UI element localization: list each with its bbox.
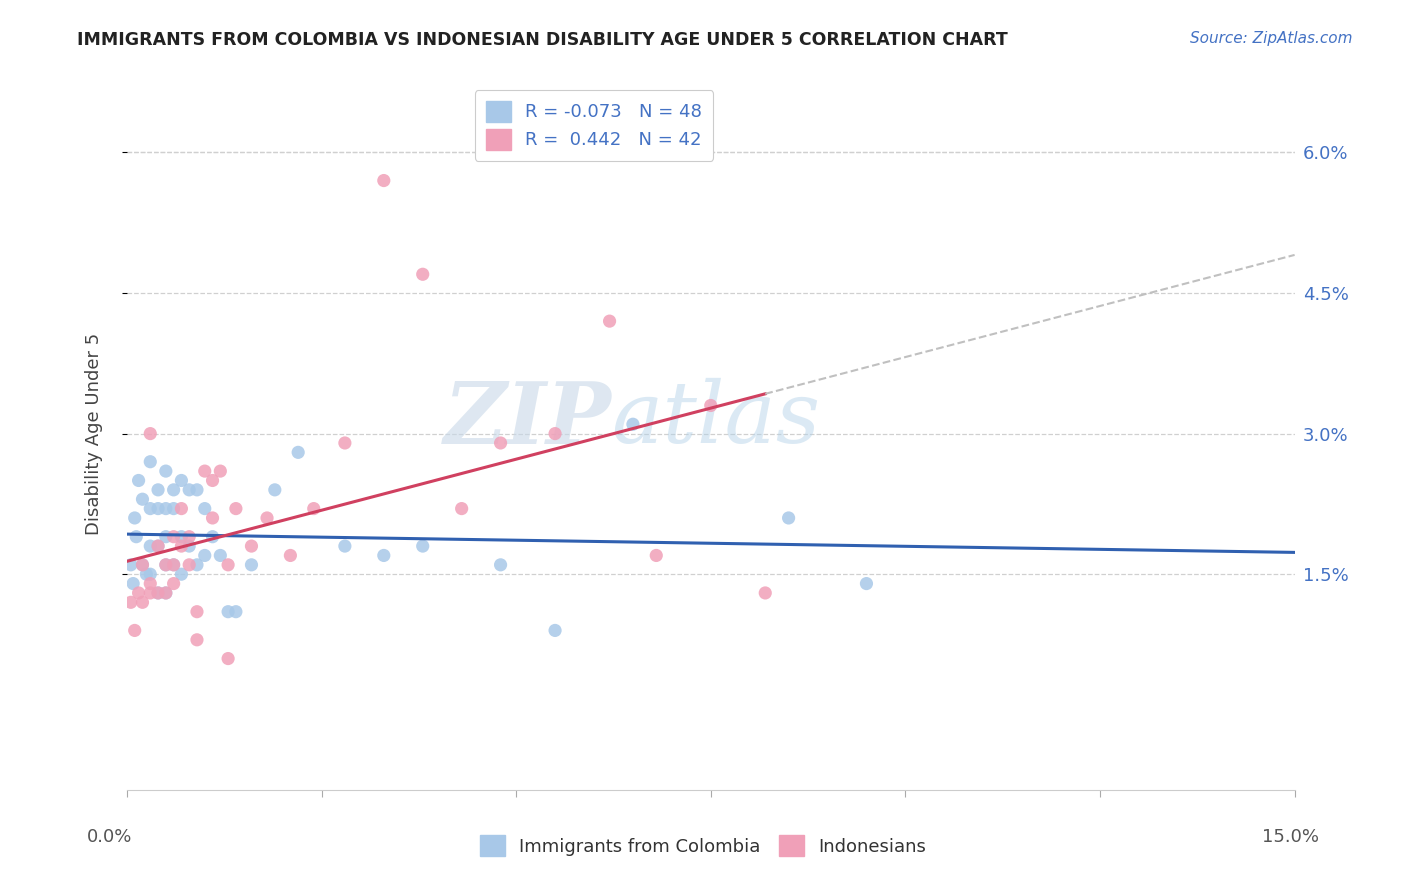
Point bbox=[155, 464, 177, 478]
Point bbox=[201, 474, 224, 488]
Point bbox=[162, 530, 184, 544]
Point bbox=[128, 586, 150, 600]
Text: 15.0%: 15.0% bbox=[1261, 828, 1319, 846]
Point bbox=[544, 426, 567, 441]
Point bbox=[778, 511, 800, 525]
Point bbox=[373, 173, 395, 187]
Point bbox=[139, 501, 162, 516]
Point bbox=[186, 632, 208, 647]
Point bbox=[139, 455, 162, 469]
Point bbox=[373, 549, 395, 563]
Point bbox=[700, 399, 723, 413]
Point bbox=[179, 539, 201, 553]
Point bbox=[217, 651, 239, 665]
Point bbox=[263, 483, 285, 497]
Point bbox=[333, 436, 356, 450]
Point bbox=[124, 624, 146, 638]
Text: ZIP: ZIP bbox=[444, 377, 612, 461]
Point bbox=[179, 530, 201, 544]
Point bbox=[170, 474, 193, 488]
Point bbox=[146, 483, 169, 497]
Point bbox=[139, 576, 162, 591]
Point bbox=[855, 576, 877, 591]
Point bbox=[162, 483, 184, 497]
Point bbox=[186, 483, 208, 497]
Point bbox=[162, 558, 184, 572]
Point bbox=[162, 576, 184, 591]
Point bbox=[333, 539, 356, 553]
Point bbox=[139, 426, 162, 441]
Text: 0.0%: 0.0% bbox=[87, 828, 132, 846]
Point bbox=[155, 586, 177, 600]
Legend: R = -0.073   N = 48, R =  0.442   N = 42: R = -0.073 N = 48, R = 0.442 N = 42 bbox=[475, 90, 713, 161]
Point bbox=[217, 605, 239, 619]
Point bbox=[120, 558, 142, 572]
Point bbox=[122, 576, 145, 591]
Point bbox=[125, 530, 148, 544]
Point bbox=[155, 501, 177, 516]
Point bbox=[146, 501, 169, 516]
Point bbox=[155, 586, 177, 600]
Point bbox=[287, 445, 309, 459]
Point bbox=[621, 417, 644, 432]
Point bbox=[489, 558, 512, 572]
Text: atlas: atlas bbox=[612, 378, 821, 460]
Y-axis label: Disability Age Under 5: Disability Age Under 5 bbox=[86, 333, 103, 534]
Point bbox=[135, 567, 157, 582]
Point bbox=[131, 558, 153, 572]
Point bbox=[280, 549, 302, 563]
Point bbox=[450, 501, 472, 516]
Point bbox=[412, 267, 434, 281]
Point bbox=[194, 549, 217, 563]
Point bbox=[170, 530, 193, 544]
Point bbox=[186, 558, 208, 572]
Point bbox=[225, 605, 247, 619]
Point bbox=[146, 539, 169, 553]
Point bbox=[139, 586, 162, 600]
Point bbox=[201, 530, 224, 544]
Point bbox=[170, 567, 193, 582]
Point bbox=[302, 501, 325, 516]
Point bbox=[754, 586, 776, 600]
Point bbox=[179, 483, 201, 497]
Point bbox=[209, 549, 232, 563]
Point bbox=[170, 501, 193, 516]
Point bbox=[162, 501, 184, 516]
Point bbox=[225, 501, 247, 516]
Legend: Immigrants from Colombia, Indonesians: Immigrants from Colombia, Indonesians bbox=[468, 824, 938, 867]
Point bbox=[139, 567, 162, 582]
Point bbox=[240, 558, 263, 572]
Point bbox=[170, 539, 193, 553]
Point bbox=[489, 436, 512, 450]
Point bbox=[146, 539, 169, 553]
Point bbox=[186, 605, 208, 619]
Point bbox=[128, 474, 150, 488]
Text: Source: ZipAtlas.com: Source: ZipAtlas.com bbox=[1189, 31, 1353, 46]
Point bbox=[120, 595, 142, 609]
Point bbox=[201, 511, 224, 525]
Point bbox=[155, 530, 177, 544]
Point bbox=[256, 511, 278, 525]
Point bbox=[131, 595, 153, 609]
Point bbox=[217, 558, 239, 572]
Point bbox=[131, 492, 153, 507]
Point bbox=[412, 539, 434, 553]
Point bbox=[240, 539, 263, 553]
Point bbox=[146, 586, 169, 600]
Point bbox=[155, 558, 177, 572]
Point bbox=[179, 558, 201, 572]
Point bbox=[155, 558, 177, 572]
Point bbox=[599, 314, 621, 328]
Point bbox=[131, 558, 153, 572]
Point bbox=[124, 511, 146, 525]
Point bbox=[146, 586, 169, 600]
Point bbox=[544, 624, 567, 638]
Point bbox=[162, 558, 184, 572]
Point bbox=[139, 539, 162, 553]
Point bbox=[645, 549, 668, 563]
Point bbox=[194, 464, 217, 478]
Point bbox=[209, 464, 232, 478]
Point bbox=[194, 501, 217, 516]
Text: IMMIGRANTS FROM COLOMBIA VS INDONESIAN DISABILITY AGE UNDER 5 CORRELATION CHART: IMMIGRANTS FROM COLOMBIA VS INDONESIAN D… bbox=[77, 31, 1008, 49]
